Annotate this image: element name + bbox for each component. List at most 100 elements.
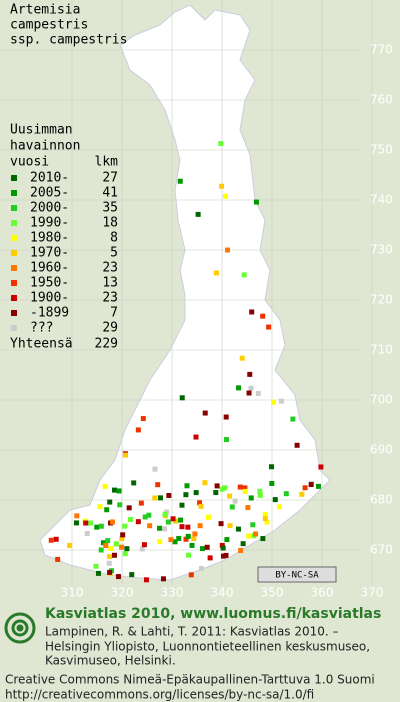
observation-square (140, 416, 146, 422)
observation-square (294, 442, 300, 448)
observation-square (266, 324, 272, 330)
observation-square (202, 410, 208, 416)
legend-total-label: Yhteensä (10, 337, 73, 352)
observation-square (155, 482, 161, 488)
observation-square (102, 483, 108, 489)
observation-square (219, 542, 225, 548)
observation-square (111, 552, 117, 558)
legend-heading: vuosi (10, 155, 49, 170)
observation-square (213, 270, 219, 276)
observation-square (202, 480, 208, 486)
observation-square (165, 519, 171, 525)
license-url: http://creativecommons.org/licenses/by-n… (5, 688, 314, 702)
observation-square (113, 541, 119, 547)
observation-square (93, 563, 99, 569)
license: Creative Commons Nimeä-Epäkaupallinen-Ta… (5, 673, 375, 687)
grid-label: 740 (370, 193, 393, 207)
legend-swatch (11, 250, 17, 256)
legend-count: 27 (102, 171, 118, 186)
legend-count: 7 (110, 306, 118, 321)
observation-square (227, 523, 233, 529)
observation-square (106, 560, 112, 566)
observation-square (123, 452, 129, 458)
grid-label: 770 (370, 43, 393, 57)
legend-count: 13 (102, 276, 118, 291)
observation-square (94, 524, 100, 530)
observation-square (193, 490, 199, 496)
grid-label: 370 (361, 586, 384, 600)
legend-count: 41 (102, 186, 118, 201)
observation-square (162, 526, 168, 532)
observation-square (223, 437, 229, 443)
grid-label: 720 (370, 293, 393, 307)
observation-square (260, 536, 266, 542)
observation-square (166, 492, 172, 498)
observation-square (179, 502, 185, 508)
observation-square (53, 536, 59, 542)
observation-square (124, 546, 130, 552)
observation-square (112, 487, 118, 493)
grid-label: 310 (61, 586, 84, 600)
observation-square (315, 483, 321, 489)
observation-square (237, 484, 243, 490)
observation-square (262, 516, 268, 522)
observation-square (138, 500, 144, 506)
legend-label: 1990- (30, 216, 69, 231)
observation-square (272, 497, 278, 503)
grid-label: 350 (261, 586, 284, 600)
observation-square (141, 542, 147, 548)
observation-square (222, 193, 228, 199)
observation-square (131, 480, 137, 486)
observation-square (278, 398, 284, 404)
observation-square (135, 427, 141, 433)
observation-square (238, 547, 244, 553)
observation-square (239, 355, 245, 361)
observation-square (213, 490, 219, 496)
observation-square (173, 518, 179, 524)
observation-square (227, 493, 233, 499)
observation-square (302, 485, 308, 491)
legend-swatch (11, 325, 17, 331)
observation-square (143, 577, 149, 583)
observation-square (110, 519, 116, 525)
observation-square (67, 542, 73, 548)
grid-label: 330 (161, 586, 184, 600)
legend-count: 23 (102, 261, 118, 276)
observation-square (103, 543, 109, 549)
license-badge (257, 566, 337, 583)
observation-square (107, 569, 113, 575)
observation-square (257, 492, 263, 498)
grid-label: 710 (370, 343, 393, 357)
observation-square (290, 416, 296, 422)
observation-square (220, 545, 226, 551)
observation-square (271, 399, 277, 405)
observation-squares (48, 141, 324, 583)
legend-label: 2005- (30, 186, 69, 201)
citation: Lampinen, R. & Lahti, T. 2011: Kasviatla… (45, 625, 339, 639)
observation-square (179, 395, 185, 401)
observation-square (299, 491, 305, 497)
observation-square (183, 492, 189, 498)
species-name: ssp. campestris (10, 33, 127, 48)
observation-square (269, 464, 275, 470)
observation-square (119, 544, 125, 550)
legend-count: 35 (102, 201, 118, 216)
observation-square (188, 572, 194, 578)
observation-square (193, 434, 199, 440)
legend-label: ??? (30, 321, 53, 336)
legend-label: 1960- (30, 261, 69, 276)
observation-square (74, 513, 80, 519)
legend-swatch (11, 295, 17, 301)
species-name: Artemisia (10, 3, 80, 18)
observation-square (219, 183, 225, 189)
legend-total: 229 (95, 337, 118, 352)
observation-square (223, 414, 229, 420)
legend-label: 2010- (30, 171, 69, 186)
observation-square (240, 541, 246, 547)
observation-square (242, 485, 248, 491)
legend-count: 23 (102, 291, 118, 306)
observation-square (108, 545, 114, 551)
observation-square (253, 199, 259, 205)
observation-square (185, 533, 191, 539)
